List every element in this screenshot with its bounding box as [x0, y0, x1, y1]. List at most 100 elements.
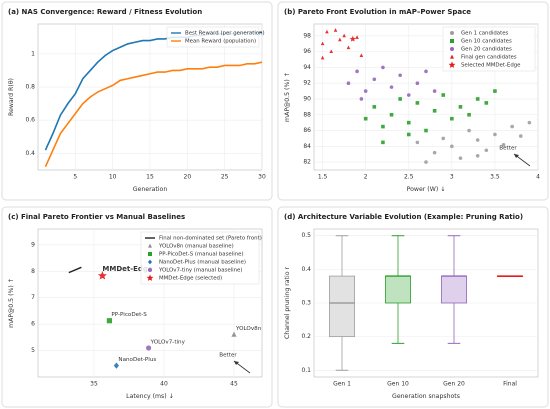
x-axis-label: Power (W) ↓ — [407, 186, 446, 193]
panel-title: (a) NAS Convergence: Reward / Fitness Ev… — [8, 8, 202, 16]
y-tick-label: 0.1 — [301, 367, 311, 374]
point — [381, 140, 385, 145]
x-tick-label: 4 — [536, 174, 540, 181]
x-tick-label: 35 — [90, 381, 98, 388]
y-tick-label: 5 — [31, 347, 35, 354]
legend-label: Gen 20 candidates — [461, 47, 512, 53]
point — [484, 101, 489, 105]
point — [106, 318, 112, 324]
y-tick-label: 6 — [31, 321, 35, 328]
point — [441, 136, 446, 141]
y-tick-label: 0.2 — [301, 333, 311, 340]
y-axis-label: mAP@0.5 (%) ↑ — [283, 72, 291, 122]
box — [384, 275, 411, 304]
legend-swatch — [450, 31, 454, 35]
x-axis-label: Generation — [133, 186, 168, 193]
panel-title: (d) Architecture Variable Evolution (Exa… — [284, 213, 523, 221]
annotation: Better — [499, 146, 517, 152]
box — [440, 275, 467, 304]
point — [346, 45, 351, 50]
point — [484, 148, 489, 153]
legend-box — [140, 231, 260, 285]
point — [146, 345, 152, 351]
point — [346, 81, 351, 85]
point — [467, 112, 471, 117]
legend-swatch — [146, 274, 154, 281]
y-tick-label: 90 — [303, 95, 311, 102]
legend-swatch — [448, 61, 456, 68]
point — [415, 81, 420, 85]
legend-label: Best Reward (per generation) — [185, 31, 265, 37]
x-tick-label: 15 — [146, 174, 154, 181]
point — [432, 150, 437, 155]
x-tick-label: 40 — [160, 381, 168, 388]
point — [97, 271, 107, 280]
legend-swatch — [148, 243, 152, 248]
point — [510, 124, 514, 129]
point — [359, 53, 364, 58]
point — [398, 73, 402, 78]
y-axis-label: Reward R(θ) — [8, 78, 15, 116]
point — [381, 124, 385, 129]
x-tick-label: Gen 20 — [443, 381, 465, 388]
y-tick-label: 1 — [31, 50, 35, 57]
x-tick-label: 2 — [364, 174, 368, 181]
point — [372, 105, 377, 109]
legend-swatch — [148, 252, 152, 256]
y-tick-label: 0.4 — [25, 150, 35, 157]
point — [432, 89, 437, 93]
point — [458, 156, 463, 160]
y-tick-label: 0.4 — [301, 266, 311, 273]
y-tick-label: 9 — [31, 241, 35, 248]
x-tick-label: 30 — [258, 174, 266, 181]
point — [406, 120, 411, 125]
x-tick-label: Gen 10 — [387, 381, 409, 388]
point — [381, 65, 385, 70]
legend-box — [442, 26, 536, 72]
pareto-line — [68, 266, 82, 274]
x-axis-label: Latency (ms) ↓ — [126, 393, 174, 400]
x-tick-label: Final — [503, 381, 517, 388]
point-label: YOLOv7-tiny — [150, 339, 186, 345]
legend-swatch — [148, 268, 152, 272]
point — [493, 132, 497, 137]
x-axis-label: Generation snapshots — [392, 393, 460, 400]
x-tick-label: 25 — [221, 174, 229, 181]
arrow-head — [514, 154, 519, 158]
legend-box — [166, 26, 260, 48]
legend-label: Mean Reward (population) — [185, 39, 256, 45]
x-tick-label: 10 — [109, 174, 117, 181]
point — [398, 97, 402, 101]
point — [113, 362, 119, 369]
point — [432, 109, 437, 113]
arrow-head — [234, 361, 239, 365]
x-tick-label: 3.5 — [490, 174, 500, 181]
legend-label: NanoDet-Plus (manual baseline) — [159, 260, 246, 266]
legend-label: Final gen candidates — [461, 55, 517, 61]
point — [389, 112, 394, 117]
point — [475, 138, 480, 142]
point — [325, 29, 329, 34]
point — [424, 128, 428, 133]
point — [527, 120, 532, 125]
point — [415, 140, 420, 145]
point — [363, 89, 368, 93]
point — [406, 132, 411, 137]
legend-label: Selected MMDet-Edge — [461, 63, 521, 69]
point-label: PP-PicoDet-S — [111, 312, 147, 318]
point — [333, 28, 338, 32]
legend-label: YOLOv7-tiny (manual baseline) — [158, 268, 242, 274]
x-tick-label: 3 — [450, 174, 454, 181]
annotation: Better — [219, 353, 237, 359]
y-tick-label: 0.6 — [25, 117, 35, 124]
y-tick-label: 0.8 — [25, 84, 35, 91]
y-tick-label: 96 — [303, 48, 311, 55]
y-tick-label: 92 — [303, 80, 311, 87]
point — [320, 55, 325, 60]
series-line — [44, 61, 263, 168]
point — [342, 33, 346, 38]
point — [475, 97, 480, 101]
legend-label: YOLOv8n (manual baseline) — [158, 244, 234, 250]
point — [450, 144, 454, 149]
